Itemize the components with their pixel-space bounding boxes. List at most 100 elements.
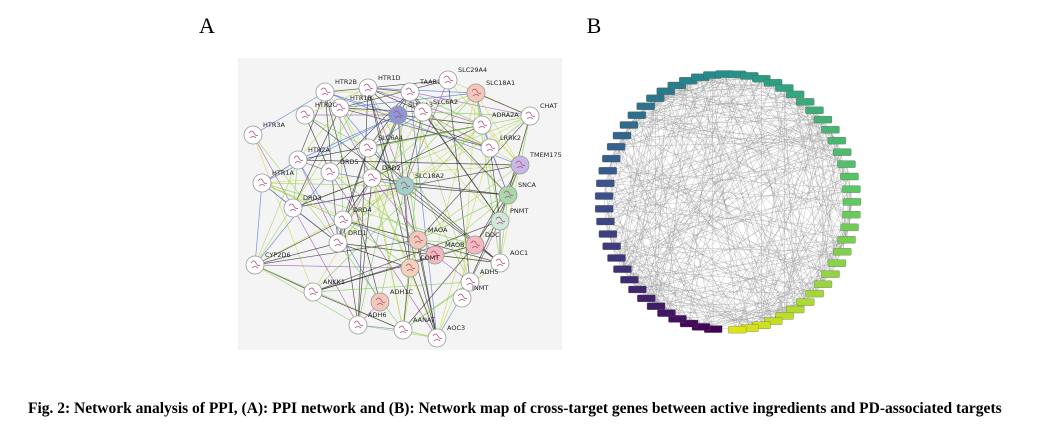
ppi-edge xyxy=(312,124,483,293)
protein-node xyxy=(472,115,492,135)
ppi-nodes: HTR2B HTR1D TAAR1 SLC29A4 SLC18A1 HTR1B HTR2C S… xyxy=(243,66,562,348)
ppi-edge xyxy=(417,115,531,241)
target-edge xyxy=(736,110,815,330)
target-edge xyxy=(621,135,852,215)
protein-structure xyxy=(515,160,526,169)
target-edge xyxy=(761,87,785,326)
target-edge xyxy=(665,87,785,92)
ppi-edge xyxy=(402,267,411,331)
ppi-edge xyxy=(337,185,406,244)
ppi-edge xyxy=(367,87,438,339)
target-edge xyxy=(622,80,689,270)
ppi-edge xyxy=(357,177,373,326)
node-label: CYP2D6 xyxy=(265,251,291,259)
target-edge xyxy=(814,110,838,141)
target-edge xyxy=(687,80,750,329)
target-edge xyxy=(665,91,750,329)
target-edge xyxy=(712,74,785,316)
ppi-edge xyxy=(254,219,344,266)
target-edge xyxy=(655,98,774,322)
target-edge xyxy=(794,94,831,275)
ppi-edge xyxy=(339,107,424,113)
protein-structure xyxy=(248,130,259,139)
target-edge xyxy=(666,239,847,314)
protein-node xyxy=(400,258,420,278)
protein-node xyxy=(358,78,378,98)
protein-structure xyxy=(300,110,311,119)
target-edge xyxy=(622,268,750,329)
target-edge xyxy=(822,119,843,153)
target-edge xyxy=(615,74,738,148)
target-edge xyxy=(607,201,853,235)
protein-structure xyxy=(485,143,496,152)
target-edge xyxy=(749,119,824,329)
protein-node xyxy=(333,210,353,230)
target-edge xyxy=(773,152,843,322)
node-label: ADH6 xyxy=(368,311,386,319)
ppi-edge xyxy=(261,164,521,184)
ppi-edge xyxy=(367,87,411,269)
target-edge xyxy=(846,201,853,240)
ppi-edge xyxy=(404,185,509,196)
target-node xyxy=(821,126,840,134)
target-edge xyxy=(676,85,843,153)
protein-structure xyxy=(405,87,416,96)
target-node xyxy=(840,172,859,181)
target-edge xyxy=(604,195,796,310)
target-edge xyxy=(628,124,702,328)
ppi-edge xyxy=(417,239,438,339)
protein-structure xyxy=(308,287,319,296)
target-edge xyxy=(615,146,738,330)
target-edge xyxy=(616,140,837,148)
ppi-edge xyxy=(404,185,438,339)
target-node xyxy=(728,325,747,334)
target-edge xyxy=(616,257,785,317)
protein-node xyxy=(460,272,480,292)
ppi-edge xyxy=(329,91,411,173)
target-edge xyxy=(736,119,824,330)
target-node xyxy=(796,98,815,106)
target-edge xyxy=(607,233,690,324)
target-edge xyxy=(628,124,838,264)
target-edge xyxy=(616,75,750,259)
ppi-edge xyxy=(324,91,399,116)
target-edge xyxy=(655,305,762,326)
target-edge xyxy=(607,170,678,320)
node-label: COMT xyxy=(420,254,439,262)
protein-structure xyxy=(413,235,424,244)
ppi-edge xyxy=(367,115,531,149)
target-node xyxy=(827,259,847,267)
target-edge xyxy=(736,189,852,330)
ppi-edge xyxy=(402,239,419,331)
protein-node xyxy=(328,233,348,253)
target-node xyxy=(646,302,666,310)
target-edge xyxy=(629,239,847,280)
target-edge xyxy=(655,94,796,99)
target-edge xyxy=(611,245,843,252)
node-label: AANAT xyxy=(413,316,435,324)
target-node xyxy=(821,270,840,278)
target-node xyxy=(595,205,614,213)
ppi-edge xyxy=(312,111,424,293)
protein-structure xyxy=(432,333,443,342)
protein-structure xyxy=(333,238,344,247)
target-node xyxy=(842,198,862,206)
target-edge xyxy=(688,94,796,324)
protein-structure xyxy=(443,75,454,84)
protein-structure xyxy=(495,258,506,267)
target-node xyxy=(602,154,621,163)
ppi-edge xyxy=(417,239,476,246)
protein-node xyxy=(348,315,368,335)
ppi-edge xyxy=(422,111,509,196)
target-edge xyxy=(665,82,774,92)
node-label: TAAR1 xyxy=(419,78,441,86)
protein-node xyxy=(315,82,335,102)
target-edge xyxy=(814,110,847,240)
target-node xyxy=(833,148,852,156)
target-node xyxy=(842,185,861,193)
ppi-edge xyxy=(337,177,373,244)
target-node xyxy=(837,236,856,244)
target-edge xyxy=(604,129,831,197)
target-edge xyxy=(646,262,837,299)
